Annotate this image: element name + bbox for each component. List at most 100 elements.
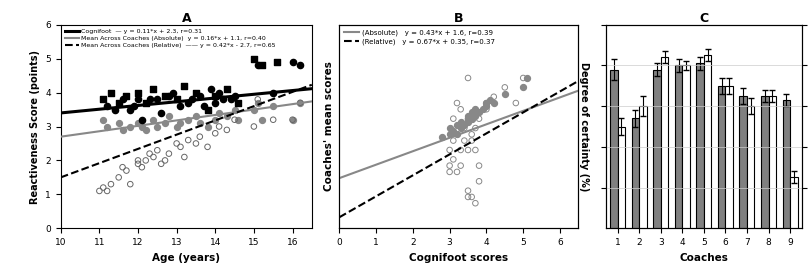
Point bbox=[465, 195, 478, 199]
Point bbox=[266, 117, 279, 122]
Point bbox=[190, 141, 202, 146]
Point bbox=[104, 182, 117, 186]
Point bbox=[443, 132, 456, 136]
Point bbox=[443, 163, 456, 168]
Point bbox=[476, 107, 489, 111]
Point bbox=[96, 185, 109, 190]
Point bbox=[201, 107, 214, 112]
Point bbox=[213, 124, 226, 129]
Point bbox=[509, 101, 522, 105]
Bar bbox=[610, 70, 618, 228]
Point bbox=[147, 117, 160, 122]
Point bbox=[228, 94, 241, 98]
Title: B: B bbox=[454, 12, 463, 25]
Point bbox=[517, 85, 530, 90]
Point bbox=[155, 162, 168, 166]
Point bbox=[174, 145, 187, 149]
Y-axis label: Degree of certainty (%): Degree of certainty (%) bbox=[579, 62, 590, 191]
Point bbox=[447, 138, 460, 143]
Point bbox=[480, 107, 493, 111]
Point bbox=[93, 189, 106, 193]
Bar bbox=[726, 86, 733, 228]
Point bbox=[159, 158, 172, 163]
Point bbox=[462, 117, 475, 121]
Point bbox=[228, 107, 241, 112]
Point bbox=[450, 123, 463, 127]
Point bbox=[266, 104, 279, 108]
Point bbox=[232, 101, 245, 105]
Point bbox=[170, 124, 183, 129]
Point bbox=[190, 114, 202, 119]
Point bbox=[462, 148, 475, 152]
Point bbox=[462, 120, 475, 124]
Point bbox=[465, 132, 478, 136]
Point bbox=[174, 104, 187, 108]
Point bbox=[443, 126, 456, 130]
Bar bbox=[675, 65, 682, 228]
Bar bbox=[639, 106, 646, 228]
Bar bbox=[782, 100, 790, 228]
Point bbox=[116, 97, 129, 101]
Point bbox=[163, 152, 176, 156]
X-axis label: Cognifoot scores: Cognifoot scores bbox=[409, 252, 509, 263]
Point bbox=[209, 101, 222, 105]
Legend: (Absolute)   y = 0.43*x + 1.6, r=0.39, (Relative)   y = 0.67*x + 0.35, r=0.37: (Absolute) y = 0.43*x + 1.6, r=0.39, (Re… bbox=[343, 28, 497, 46]
Point bbox=[454, 163, 467, 168]
Point bbox=[166, 90, 179, 95]
Point bbox=[294, 63, 307, 68]
Point bbox=[472, 117, 485, 121]
Point bbox=[462, 188, 475, 193]
Point bbox=[128, 104, 141, 108]
Point bbox=[201, 124, 214, 129]
Point bbox=[447, 129, 460, 133]
Point bbox=[454, 148, 467, 152]
Point bbox=[116, 165, 129, 169]
Point bbox=[469, 148, 482, 152]
Point bbox=[484, 98, 497, 102]
Point bbox=[294, 101, 307, 105]
Bar bbox=[718, 86, 726, 228]
Point bbox=[465, 117, 478, 121]
Point bbox=[286, 117, 299, 122]
Point bbox=[462, 76, 475, 80]
Point bbox=[454, 120, 467, 124]
Point bbox=[151, 97, 164, 101]
Point bbox=[100, 104, 113, 108]
Point bbox=[447, 117, 460, 121]
Point bbox=[216, 97, 229, 101]
Point bbox=[194, 94, 207, 98]
Point bbox=[255, 63, 268, 68]
Point bbox=[213, 111, 226, 115]
Point bbox=[131, 158, 144, 163]
Point bbox=[454, 107, 467, 111]
Point bbox=[151, 148, 164, 152]
Point bbox=[209, 117, 222, 122]
Point bbox=[147, 155, 160, 159]
Point bbox=[488, 101, 501, 105]
Point bbox=[443, 148, 456, 152]
Point bbox=[209, 94, 222, 98]
Point bbox=[113, 175, 126, 180]
Point bbox=[480, 101, 493, 105]
Point bbox=[178, 155, 191, 159]
Point bbox=[247, 107, 260, 112]
Title: C: C bbox=[699, 12, 709, 25]
Point bbox=[488, 95, 501, 99]
Point bbox=[113, 121, 126, 125]
X-axis label: Coaches: Coaches bbox=[680, 252, 728, 263]
Point bbox=[181, 117, 194, 122]
Point bbox=[498, 85, 511, 90]
Point bbox=[458, 138, 471, 143]
Point bbox=[170, 141, 183, 146]
Point bbox=[480, 101, 493, 105]
Point bbox=[174, 121, 187, 125]
Point bbox=[143, 152, 156, 156]
Point bbox=[159, 121, 172, 125]
Point bbox=[194, 121, 207, 125]
Bar bbox=[790, 177, 798, 228]
Point bbox=[100, 189, 113, 193]
Point bbox=[181, 138, 194, 142]
Point bbox=[450, 101, 463, 105]
Point bbox=[139, 158, 152, 163]
Point bbox=[469, 107, 482, 111]
